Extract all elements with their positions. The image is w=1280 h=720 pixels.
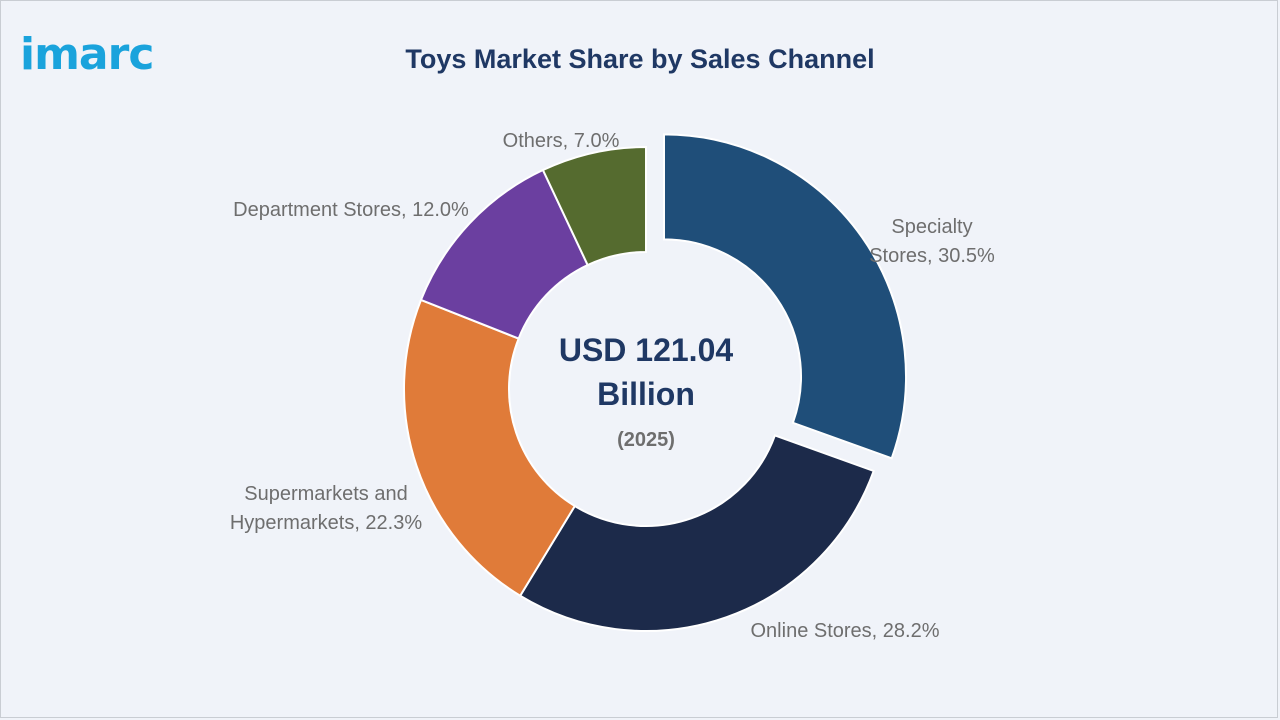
slice-online-stores bbox=[518, 434, 875, 632]
slice-others bbox=[541, 145, 647, 267]
chart-title: Toys Market Share by Sales Channel bbox=[405, 44, 875, 74]
center-value: USD 121.04 bbox=[559, 332, 734, 368]
donut-slices bbox=[403, 133, 907, 632]
label-online-stores: Online Stores, 28.2% bbox=[751, 620, 940, 642]
label-specialty-stores: Specialty Stores, 30.5% bbox=[869, 216, 995, 267]
imarc-logo: imarc bbox=[20, 30, 210, 80]
slice-labels: Specialty Stores, 30.5% Online Stores, 28.… bbox=[230, 130, 995, 642]
label-department-stores: Department Stores, 12.0% bbox=[233, 199, 469, 221]
label-supermarkets-and-hypermarkets: Supermarkets and Hypermarkets, 22.3% bbox=[230, 483, 423, 534]
slice-supermarkets-and-hypermarkets bbox=[403, 298, 577, 598]
center-unit: Billion bbox=[597, 376, 695, 412]
label-others: Others, 7.0% bbox=[503, 130, 620, 152]
center-year: (2025) bbox=[617, 429, 675, 451]
slice-specialty-stores bbox=[663, 133, 907, 460]
logo-wordmark: imarc bbox=[20, 29, 154, 80]
